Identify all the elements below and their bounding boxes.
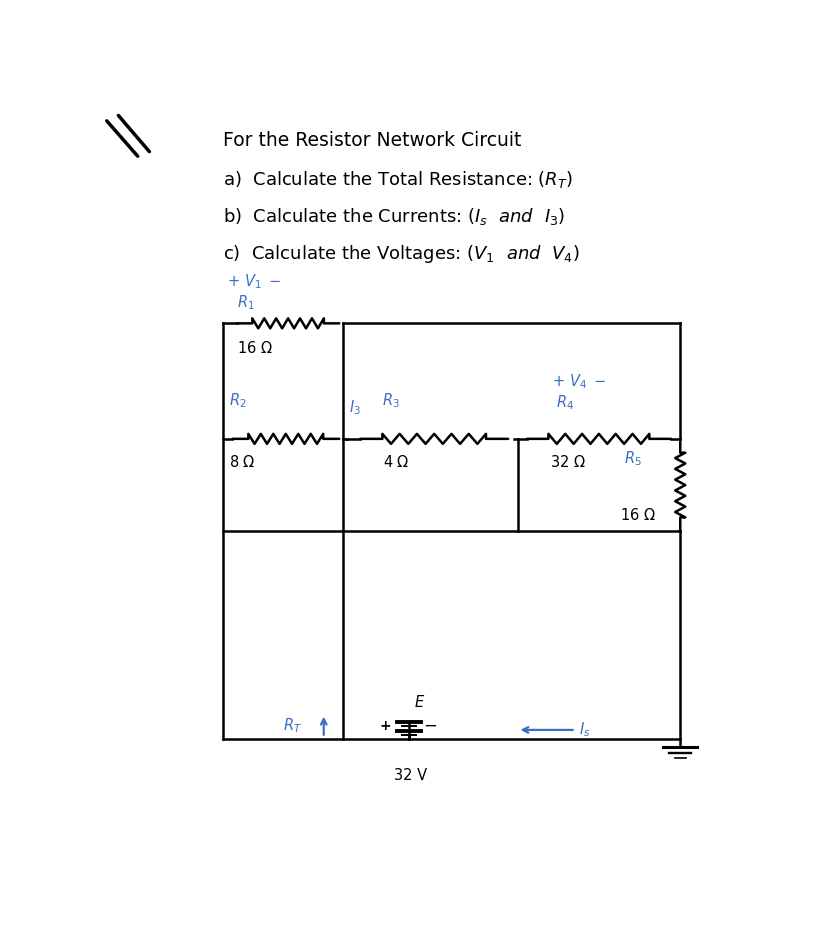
- Text: $R_4$: $R_4$: [556, 393, 574, 412]
- Text: −: −: [423, 717, 437, 735]
- Text: $R_1$: $R_1$: [237, 293, 254, 312]
- Text: 16 $\Omega$: 16 $\Omega$: [237, 340, 272, 356]
- Text: 16 $\Omega$: 16 $\Omega$: [620, 507, 656, 523]
- Text: $R_3$: $R_3$: [382, 391, 400, 409]
- Text: 8 $\Omega$: 8 $\Omega$: [229, 454, 256, 471]
- Text: For the Resistor Network Circuit: For the Resistor Network Circuit: [223, 131, 522, 150]
- Text: $I_3$: $I_3$: [349, 399, 361, 418]
- Text: $R_5$: $R_5$: [625, 449, 642, 468]
- Text: $I_s$: $I_s$: [579, 721, 590, 739]
- Text: $E$: $E$: [415, 694, 425, 710]
- Text: 32 V: 32 V: [393, 768, 426, 783]
- Text: $+\ V_4\ -$: $+\ V_4\ -$: [552, 372, 607, 392]
- Text: b)  Calculate the Currents: $(I_s\ \ and\ \ I_3)$: b) Calculate the Currents: $(I_s\ \ and\…: [223, 206, 565, 227]
- Text: 4 $\Omega$: 4 $\Omega$: [384, 454, 410, 471]
- Text: 32 $\Omega$: 32 $\Omega$: [550, 454, 586, 471]
- Text: $+\ V_1\ -$: $+\ V_1\ -$: [227, 272, 281, 291]
- Text: $R_T$: $R_T$: [283, 716, 302, 735]
- Text: +: +: [380, 719, 392, 733]
- Text: c)  Calculate the Voltages: $(V_1\ \ and\ \ V_4)$: c) Calculate the Voltages: $(V_1\ \ and\…: [223, 244, 580, 265]
- Text: a)  Calculate the Total Resistance: $(R_T)$: a) Calculate the Total Resistance: $(R_T…: [223, 169, 573, 191]
- Text: $R_2$: $R_2$: [229, 391, 247, 409]
